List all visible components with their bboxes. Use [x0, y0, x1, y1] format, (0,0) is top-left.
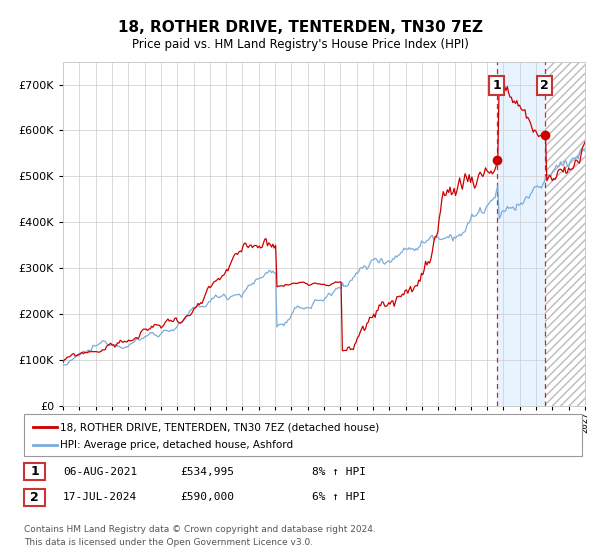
Text: 1: 1: [492, 79, 501, 92]
Text: 1: 1: [30, 465, 39, 478]
Text: 06-AUG-2021: 06-AUG-2021: [63, 466, 137, 477]
Text: 6% ↑ HPI: 6% ↑ HPI: [312, 492, 366, 502]
Bar: [497, 62, 545, 406]
Bar: [545, 62, 585, 406]
Text: 18, ROTHER DRIVE, TENTERDEN, TN30 7EZ: 18, ROTHER DRIVE, TENTERDEN, TN30 7EZ: [118, 20, 482, 35]
Text: £534,995: £534,995: [180, 466, 234, 477]
Text: 18, ROTHER DRIVE, TENTERDEN, TN30 7EZ (detached house): 18, ROTHER DRIVE, TENTERDEN, TN30 7EZ (d…: [60, 422, 379, 432]
Text: £590,000: £590,000: [180, 492, 234, 502]
Text: HPI: Average price, detached house, Ashford: HPI: Average price, detached house, Ashf…: [60, 440, 293, 450]
Text: 2: 2: [30, 491, 39, 504]
Text: 17-JUL-2024: 17-JUL-2024: [63, 492, 137, 502]
Text: 8% ↑ HPI: 8% ↑ HPI: [312, 466, 366, 477]
Text: 2: 2: [541, 79, 549, 92]
Text: Price paid vs. HM Land Registry's House Price Index (HPI): Price paid vs. HM Land Registry's House …: [131, 38, 469, 51]
Text: Contains HM Land Registry data © Crown copyright and database right 2024.
This d: Contains HM Land Registry data © Crown c…: [24, 525, 376, 547]
